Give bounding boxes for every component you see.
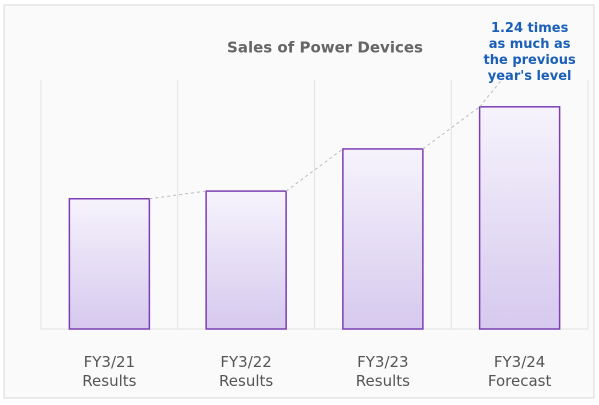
- annotation-line: 1.24 times: [491, 21, 569, 36]
- annotation-line: the previous: [484, 53, 576, 68]
- bar: [478, 106, 561, 330]
- x-tick-label: FY3/21 Results: [82, 353, 136, 390]
- annotation: 1.24 times as much as the previous year's l…: [484, 21, 576, 84]
- annotation-line: as much as: [489, 37, 571, 52]
- x-tick-label-line: FY3/22: [220, 353, 271, 371]
- x-tick-label-line: Results: [219, 372, 273, 390]
- x-tick-label-line: FY3/24: [494, 353, 545, 371]
- bar: [205, 190, 287, 330]
- x-tick-label: FY3/23 Results: [356, 353, 410, 390]
- annotation-line: year's level: [488, 69, 572, 84]
- x-tick-label: FY3/24 Forecast: [488, 353, 552, 390]
- chart-title: Sales of Power Devices: [227, 39, 423, 57]
- bar: [342, 148, 424, 330]
- bar: [68, 198, 151, 330]
- x-tick-label-line: FY3/23: [357, 353, 408, 371]
- x-tick-label-line: Results: [356, 372, 410, 390]
- x-tick-label-line: Results: [82, 372, 136, 390]
- x-tick-label-line: FY3/21: [84, 353, 135, 371]
- x-tick-label-line: Forecast: [488, 372, 552, 390]
- x-tick-label: FY3/22 Results: [219, 353, 273, 390]
